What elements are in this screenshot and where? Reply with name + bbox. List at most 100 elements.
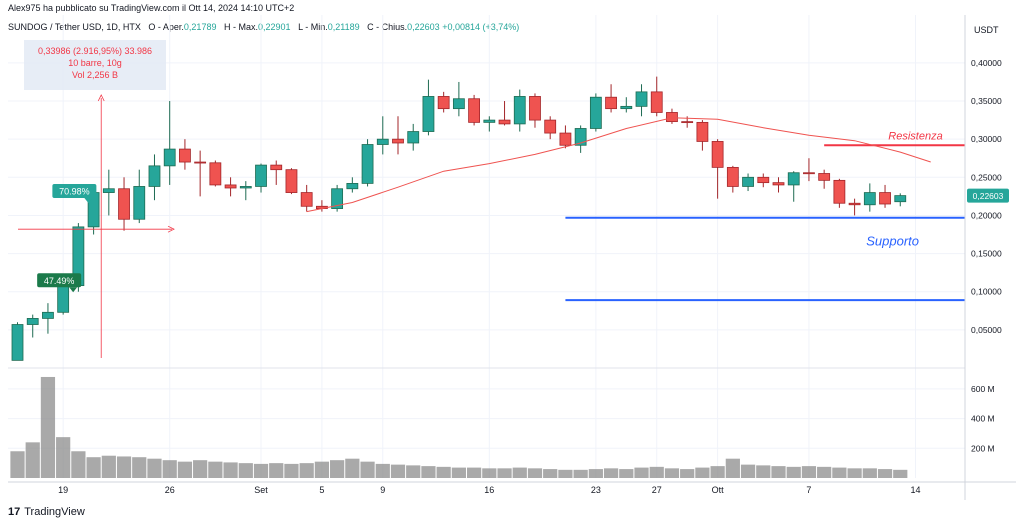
volume-tick-label: 200 M xyxy=(971,443,995,453)
y-tick-label: 0,40000 xyxy=(971,58,1002,68)
candle-body xyxy=(742,176,754,187)
volume-bar xyxy=(299,463,314,478)
tradingview-logo[interactable]: 17 TradingView xyxy=(8,506,85,518)
y-tick-label: 0,15000 xyxy=(971,249,1002,259)
x-tick-label: 26 xyxy=(165,485,175,495)
volume-bar xyxy=(10,451,25,478)
candle-body xyxy=(11,324,24,361)
candle-body xyxy=(513,96,526,125)
volume-bar xyxy=(725,458,740,478)
candle-body xyxy=(803,172,815,175)
volume-bar xyxy=(253,463,269,478)
candle-body xyxy=(179,148,191,163)
x-tick-label: 7 xyxy=(806,485,811,495)
volume-bar xyxy=(771,466,786,478)
volume-bar xyxy=(223,462,238,478)
candle-body xyxy=(681,121,694,124)
candle-body xyxy=(589,96,602,129)
candle-body xyxy=(498,119,511,125)
candle-body xyxy=(818,173,831,181)
candle-body xyxy=(376,138,389,145)
candle-body xyxy=(57,285,70,313)
volume-bar xyxy=(497,468,512,478)
volume-bar xyxy=(801,466,817,478)
volume-bar xyxy=(116,456,132,478)
volume-bar xyxy=(527,468,543,478)
candle-body xyxy=(879,192,891,205)
candle-body xyxy=(635,91,648,107)
candle-body xyxy=(863,192,876,206)
volume-bar xyxy=(862,468,877,478)
volume-bar xyxy=(710,466,725,478)
volume-bar xyxy=(634,467,649,478)
arrow-up-icon xyxy=(97,94,105,102)
volume-bar xyxy=(786,466,801,478)
candle-body xyxy=(483,119,496,123)
volume-bar xyxy=(466,467,482,478)
x-tick-label: 27 xyxy=(652,485,662,495)
candle-body xyxy=(42,311,54,319)
measure-text: 0,33986 (2.916,95%) 33.986 xyxy=(38,46,152,56)
volume-bar xyxy=(740,464,756,478)
volume-bar xyxy=(162,460,177,478)
open-value: 0,21789 xyxy=(183,22,217,32)
volume-bar xyxy=(695,467,710,478)
brand-label: TradingView xyxy=(24,506,85,518)
y-tick-label: 0,30000 xyxy=(971,134,1002,144)
candle-body xyxy=(163,148,176,167)
candle-body xyxy=(468,98,481,123)
publisher-line: Alex975 ha pubblicato su TradingView.com… xyxy=(8,3,295,13)
candle-body xyxy=(270,164,283,171)
measure-text: Vol 2,256 B xyxy=(72,70,118,80)
candle-body xyxy=(544,119,557,134)
volume-tick-label: 600 M xyxy=(971,384,995,394)
y-tick-label: 0,25000 xyxy=(971,172,1002,182)
candle-body xyxy=(833,179,846,204)
volume-bar xyxy=(345,458,360,478)
low-value: 0,21189 xyxy=(327,22,360,32)
volume-bar xyxy=(588,469,603,478)
ohlc-legend: SUNDOG / Tether USD, 1D, HTX O - Aper.0,… xyxy=(8,22,519,32)
price-tag xyxy=(37,273,82,288)
candle-body xyxy=(224,184,237,189)
candle-body xyxy=(392,138,404,144)
volume-bar xyxy=(238,463,253,478)
volume-bar xyxy=(573,469,588,478)
candle-body xyxy=(894,195,907,203)
x-tick-label: Set xyxy=(254,485,268,495)
volume-bar xyxy=(360,461,375,478)
x-tick-label: 14 xyxy=(910,485,920,495)
candle-body xyxy=(102,188,115,193)
volume-bar xyxy=(893,469,908,478)
volume-bar xyxy=(832,467,847,478)
candle-body xyxy=(133,186,146,220)
tv-logo-icon: 17 xyxy=(8,506,21,518)
candle-body xyxy=(255,164,267,187)
volume-bar xyxy=(40,376,56,478)
arrow-right-icon xyxy=(167,225,175,233)
volume-bar xyxy=(375,463,390,478)
volume-bar xyxy=(512,467,527,478)
x-tick-label: 19 xyxy=(58,485,68,495)
volume-bar xyxy=(56,437,71,478)
volume-bar xyxy=(543,469,558,478)
volume-bar xyxy=(390,464,406,478)
volume-bar xyxy=(86,457,101,478)
candle-body xyxy=(72,226,85,287)
candle-body xyxy=(300,192,313,207)
y-tick-label: 0,10000 xyxy=(971,287,1002,297)
candle-body xyxy=(711,141,724,168)
volume-bar xyxy=(756,465,771,478)
candle-body xyxy=(620,105,633,110)
symbol-label[interactable]: SUNDOG / Tether USD, 1D, HTX xyxy=(8,22,141,32)
candle-body xyxy=(666,112,678,123)
change-value: +0,00814 (+3,74%) xyxy=(442,22,520,32)
price-tag-label: 70.98% xyxy=(59,187,90,197)
volume-bar xyxy=(406,465,421,478)
open-label: O - Aper. xyxy=(148,22,184,32)
high-label: H - Max. xyxy=(223,22,258,32)
volume-bar xyxy=(649,466,664,478)
candle-body xyxy=(787,172,800,186)
candle-body xyxy=(148,165,161,187)
